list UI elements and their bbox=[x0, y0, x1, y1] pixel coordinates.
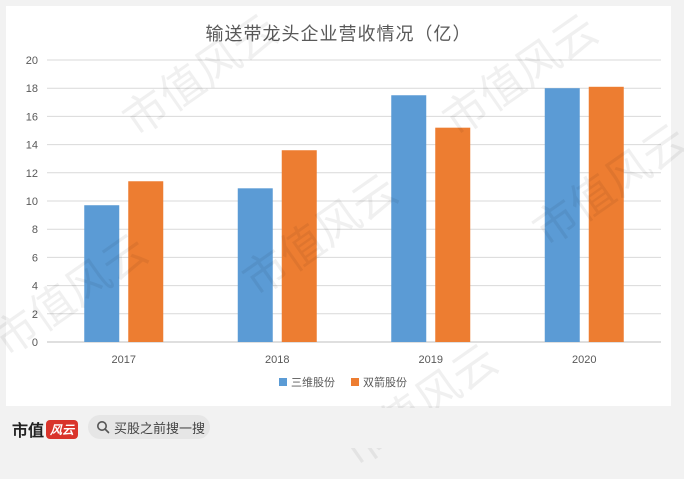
y-tick-label: 10 bbox=[26, 196, 38, 208]
legend-label: 双箭股份 bbox=[363, 375, 407, 389]
search-icon bbox=[97, 421, 110, 434]
bar-双箭股份-2017 bbox=[128, 181, 164, 342]
logo: 市值 风云 bbox=[12, 417, 79, 441]
y-tick-label: 4 bbox=[32, 281, 38, 293]
y-tick-label: 16 bbox=[26, 111, 38, 123]
y-tick-label: 12 bbox=[26, 168, 38, 180]
legend-swatch bbox=[279, 378, 287, 386]
search-box[interactable]: 买股之前搜一搜 bbox=[88, 415, 210, 439]
bar-双箭股份-2018 bbox=[281, 150, 317, 342]
bar-三维股份-2020 bbox=[544, 88, 580, 342]
bar-双箭股份-2020 bbox=[588, 86, 624, 342]
y-tick-label: 18 bbox=[26, 83, 38, 95]
legend-label: 三维股份 bbox=[291, 376, 335, 389]
chart-card: 输送带龙头企业营收情况（亿） 0 2 4 6 8 10 12 14 16 18 20 2017 2018… bbox=[6, 6, 671, 406]
y-tick-label: 2 bbox=[32, 309, 38, 321]
bar-三维股份-2019 bbox=[391, 95, 427, 342]
search-label: 买股之前搜一搜 bbox=[114, 421, 206, 437]
logo-script: 风云 bbox=[46, 419, 79, 439]
y-tick-label: 6 bbox=[32, 252, 38, 264]
x-tick-label: 2019 bbox=[419, 354, 443, 366]
bar-双箭股份-2019 bbox=[435, 127, 471, 343]
y-tick-label: 14 bbox=[26, 140, 38, 152]
x-tick-label: 2017 bbox=[112, 354, 136, 366]
y-tick-label: 20 bbox=[26, 55, 38, 67]
chart-title: 输送带龙头企业营收情况（亿） bbox=[205, 24, 472, 45]
logo-text: 市值 bbox=[12, 421, 45, 440]
bar-chart: 0 2 4 6 8 10 12 14 16 18 20 2017 2018 2019 2020 三维股份 双箭股… bbox=[26, 55, 661, 389]
y-tick-label: 0 bbox=[32, 337, 38, 349]
x-tick-label: 2020 bbox=[572, 354, 596, 366]
x-tick-label: 2018 bbox=[265, 354, 289, 366]
legend-swatch bbox=[351, 378, 359, 386]
y-tick-label: 8 bbox=[32, 224, 38, 236]
bar-三维股份-2017 bbox=[84, 205, 120, 342]
footer-bar: 市值 风云 买股之前搜一搜 bbox=[0, 408, 684, 448]
bar-三维股份-2018 bbox=[237, 188, 273, 342]
